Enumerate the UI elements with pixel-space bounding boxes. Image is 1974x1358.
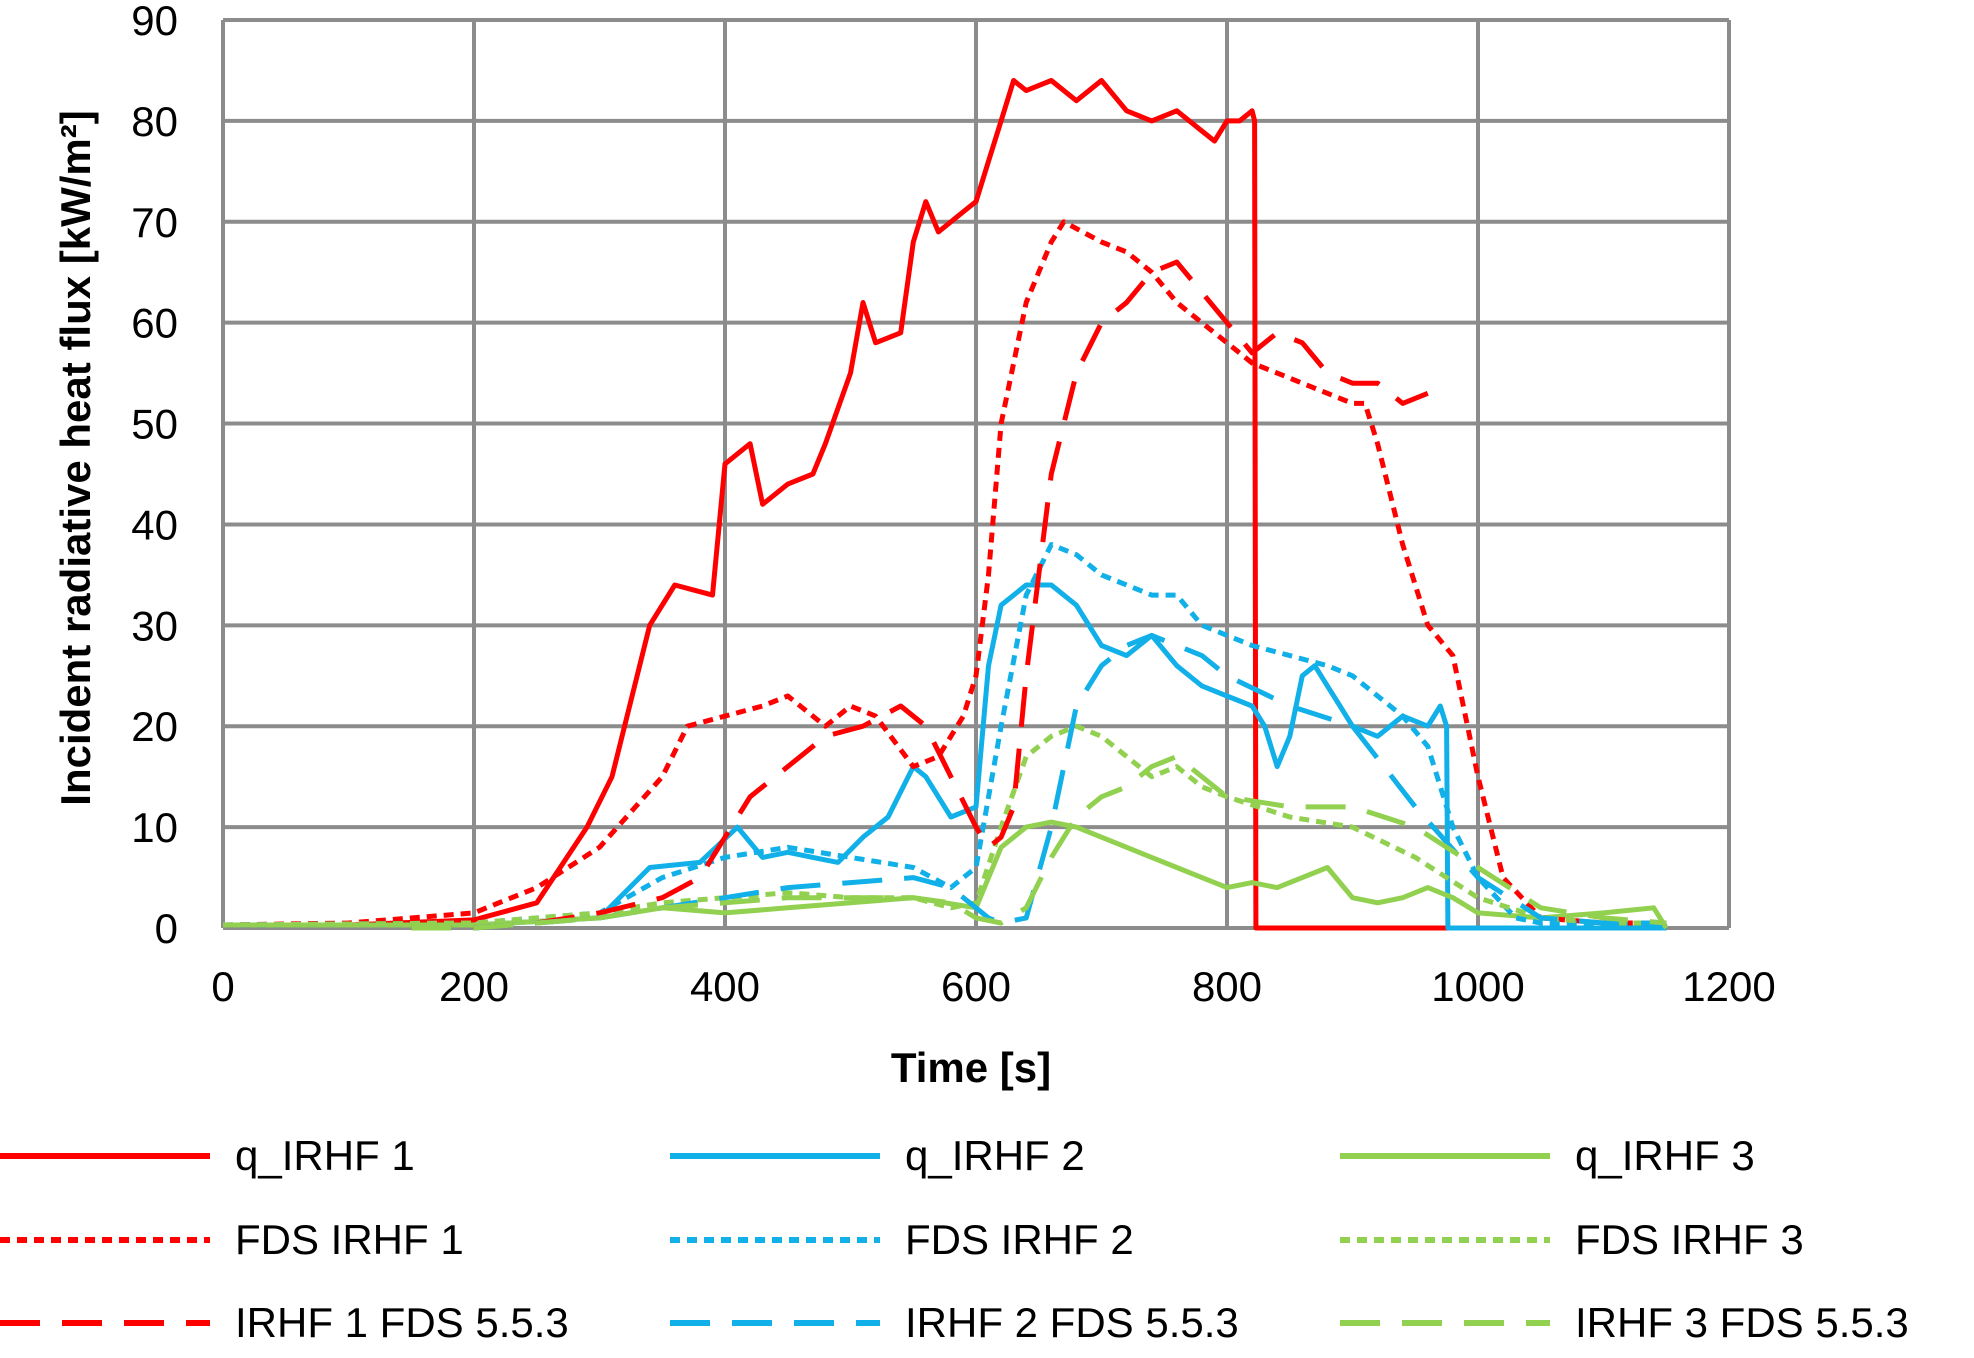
series-line-7 xyxy=(411,259,1429,931)
legend-label-1: q_IRHF 1 xyxy=(235,1132,415,1179)
x-tick-label: 600 xyxy=(941,963,1011,1010)
legend-label-9: IRHF 3 FDS 5.5.3 xyxy=(1575,1299,1909,1346)
y-tick-label: 80 xyxy=(131,98,178,145)
legend-label-4: FDS IRHF 1 xyxy=(235,1216,464,1263)
legend-label-2: q_IRHF 2 xyxy=(905,1132,1085,1179)
legend-label-3: q_IRHF 3 xyxy=(1575,1132,1755,1179)
legend: q_IRHF 1 q_IRHF 2 q_IRHF 3 FDS IRHF 1 FDS IR… xyxy=(0,1132,1909,1346)
x-tick-label: 1000 xyxy=(1431,963,1524,1010)
y-tick-label: 10 xyxy=(131,804,178,851)
legend-label-5: FDS IRHF 2 xyxy=(905,1216,1134,1263)
y-tick-label: 50 xyxy=(131,401,178,448)
x-tick-label: 200 xyxy=(439,963,509,1010)
series-line-1 xyxy=(223,78,1453,931)
y-tick-label: 30 xyxy=(131,602,178,649)
y-tick-label: 0 xyxy=(155,905,178,952)
series-line-6 xyxy=(222,723,1667,928)
y-axis-ticks: 0 10 20 30 40 50 60 70 80 90 xyxy=(131,0,178,952)
y-tick-label: 40 xyxy=(131,501,178,548)
series-line-8 xyxy=(411,632,1667,931)
x-axis-title: Time [s] xyxy=(891,1044,1051,1091)
series-line-2 xyxy=(223,582,1667,931)
legend-label-8: IRHF 2 FDS 5.5.3 xyxy=(905,1299,1239,1346)
y-tick-label: 90 xyxy=(131,0,178,44)
series-line-9 xyxy=(411,754,1667,931)
x-tick-label: 400 xyxy=(690,963,760,1010)
y-tick-label: 60 xyxy=(131,300,178,347)
y-axis-title: Incident radiative heat flux [kW/m²] xyxy=(52,110,99,805)
x-tick-label: 0 xyxy=(211,963,234,1010)
x-tick-label: 1200 xyxy=(1682,963,1775,1010)
series-layer xyxy=(222,78,1669,931)
x-tick-label: 800 xyxy=(1192,963,1262,1010)
legend-label-7: IRHF 1 FDS 5.5.3 xyxy=(235,1299,569,1346)
x-axis-ticks: 0 200 400 600 800 1000 1200 xyxy=(211,963,1775,1010)
series-line-4 xyxy=(222,219,1667,928)
y-tick-label: 20 xyxy=(131,703,178,750)
series-line-5 xyxy=(222,542,1667,928)
series-line-3 xyxy=(223,819,1669,930)
y-tick-label: 70 xyxy=(131,199,178,246)
legend-label-6: FDS IRHF 3 xyxy=(1575,1216,1804,1263)
